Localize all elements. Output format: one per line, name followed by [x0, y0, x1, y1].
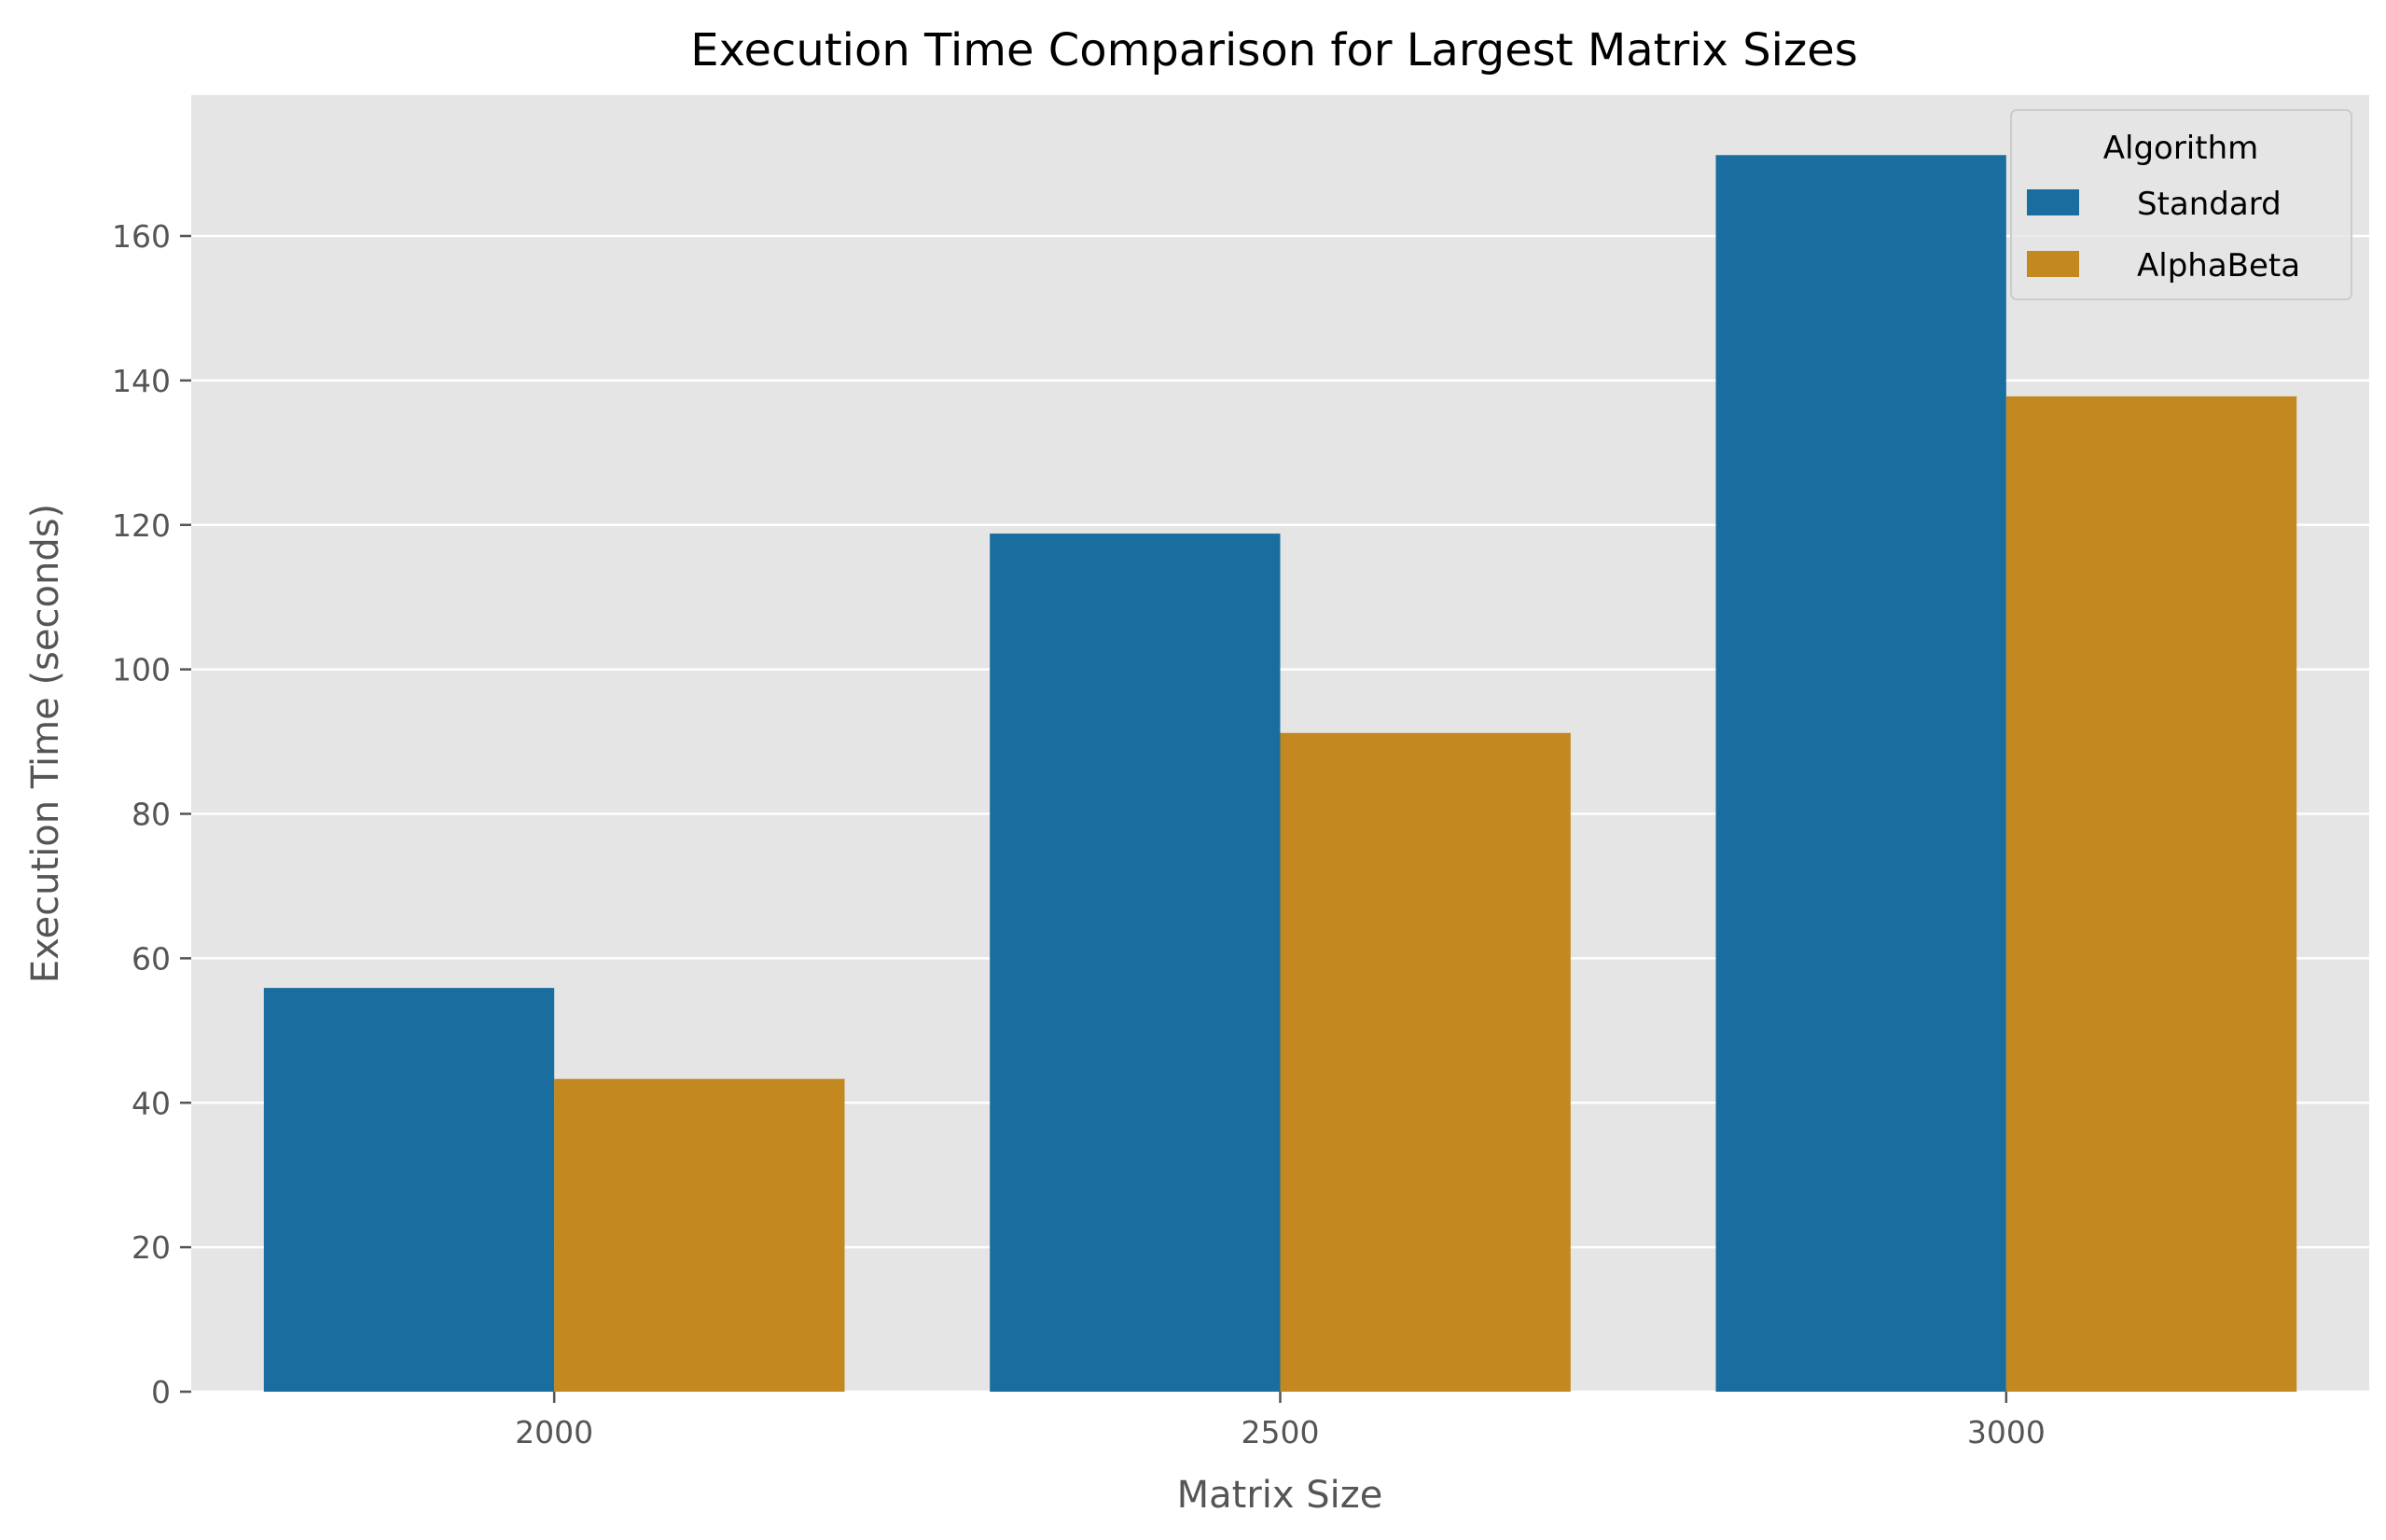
y-tick-label: 40 — [132, 1085, 171, 1121]
legend-box — [2010, 109, 2352, 300]
bar-standard-2500 — [990, 534, 1281, 1392]
x-tick-label: 3000 — [1967, 1414, 2046, 1450]
x-axis: 2000 2500 3000 — [515, 1392, 2046, 1450]
y-tick-label: 120 — [112, 507, 171, 544]
y-tick-label: 0 — [151, 1374, 171, 1410]
bars — [263, 155, 2297, 1392]
y-tick-label: 160 — [112, 218, 171, 255]
legend-swatch-standard — [2027, 189, 2079, 215]
x-tick-label: 2500 — [1242, 1414, 1320, 1450]
bar-alphabeta-2000 — [554, 1078, 845, 1392]
legend-label-alphabeta: AlphaBeta — [2137, 247, 2300, 284]
bar-alphabeta-3000 — [2005, 395, 2297, 1392]
y-tick-label: 80 — [132, 797, 171, 833]
legend-label-standard: Standard — [2137, 186, 2282, 223]
bar-standard-2000 — [263, 988, 555, 1392]
bar-standard-3000 — [1715, 155, 2006, 1392]
y-tick-label: 100 — [112, 652, 171, 688]
bar-alphabeta-2500 — [1280, 732, 1571, 1392]
y-tick-label: 20 — [132, 1229, 171, 1266]
legend-swatch-alphabeta — [2027, 251, 2079, 277]
y-axis-label: Execution Time (seconds) — [24, 504, 67, 983]
y-axis: 0 20 40 60 80 100 120 140 160 — [112, 218, 191, 1410]
legend-title: Algorithm — [2103, 130, 2259, 167]
chart-title: Execution Time Comparison for Largest Ma… — [690, 24, 1858, 76]
x-axis-label: Matrix Size — [1177, 1474, 1383, 1517]
y-tick-label: 140 — [112, 363, 171, 399]
legend: Algorithm Standard AlphaBeta — [2010, 109, 2352, 300]
y-tick-label: 60 — [132, 940, 171, 977]
x-tick-label: 2000 — [515, 1414, 593, 1450]
